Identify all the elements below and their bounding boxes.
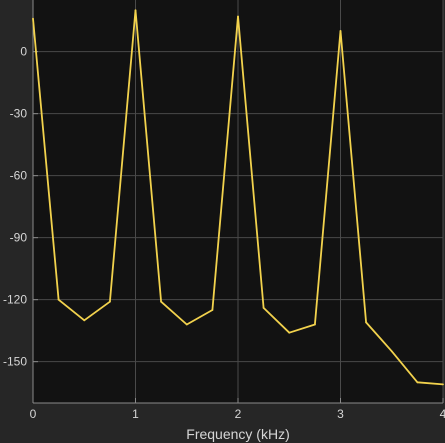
grid-lines: [32, 0, 444, 403]
x-tick-label-4: 4: [440, 407, 445, 421]
y-axis-ticks: 0 -30 -60 -90 -120 -150: [3, 45, 38, 369]
series-group: [32, 9, 444, 386]
x-tick-label-1: 1: [132, 407, 139, 421]
data-point-0-14: [390, 350, 393, 353]
x-axis-ticks: 0 1 2 3 4: [30, 398, 445, 421]
data-point-0-2: [83, 319, 86, 322]
y-tick-label-3: -90: [10, 231, 28, 245]
data-point-0-5: [160, 300, 163, 303]
y-tick-label-2: -60: [10, 169, 28, 183]
data-point-0-13: [365, 321, 368, 324]
x-tick-label-0: 0: [30, 407, 37, 421]
y-tick-label-1: -30: [10, 107, 28, 121]
y-tick-label-5: -150: [3, 355, 27, 369]
data-point-0-15: [416, 381, 419, 384]
data-point-0-3: [108, 300, 111, 303]
data-point-0-16: [442, 383, 444, 386]
data-point-0-10: [288, 331, 291, 334]
data-point-0-11: [313, 323, 316, 326]
data-point-0-12: [339, 30, 342, 32]
data-point-0-9: [262, 307, 265, 309]
y-tick-label-0: 0: [20, 45, 27, 59]
data-point-0-8: [237, 15, 239, 18]
data-point-0-6: [185, 323, 188, 326]
data-point-0-0: [32, 17, 34, 20]
data-point-0-1: [57, 298, 60, 301]
x-tick-label-3: 3: [337, 407, 344, 421]
data-point-0-7: [211, 309, 214, 311]
x-axis-label: Frequency (kHz): [186, 426, 289, 442]
y-tick-label-4: -120: [3, 293, 27, 307]
data-point-0-4: [134, 9, 137, 12]
x-tick-label-2: 2: [235, 407, 242, 421]
